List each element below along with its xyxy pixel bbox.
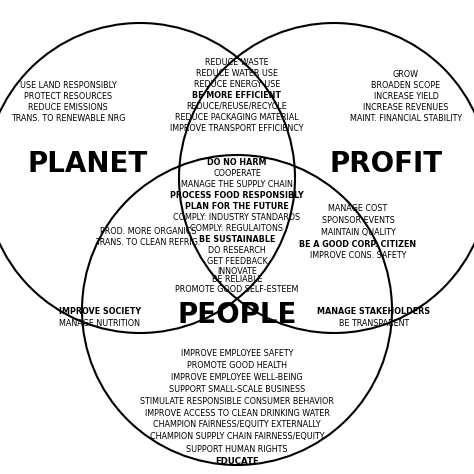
Text: REDUCE ENERGY USE: REDUCE ENERGY USE [194, 80, 280, 89]
Text: TRANS. TO RENEWABLE NRG: TRANS. TO RENEWABLE NRG [11, 113, 125, 122]
Text: DO RESEARCH: DO RESEARCH [208, 246, 266, 255]
Text: COMPLY: REGULAITONS: COMPLY: REGULAITONS [191, 224, 283, 233]
Text: PROCESS FOOD RESPONSIBLY: PROCESS FOOD RESPONSIBLY [170, 191, 304, 200]
Text: COOPERATE: COOPERATE [213, 168, 261, 177]
Text: USE LAND RESPONSIBLY: USE LAND RESPONSIBLY [19, 81, 117, 90]
Text: CHAMPION SUPPLY CHAIN FAIRNESS/EQUITY: CHAMPION SUPPLY CHAIN FAIRNESS/EQUITY [150, 432, 324, 441]
Text: PROFIT: PROFIT [329, 150, 443, 178]
Text: IMPROVE TRANSPORT EFFICIENCY: IMPROVE TRANSPORT EFFICIENCY [170, 124, 304, 133]
Text: INCREASE REVENUES: INCREASE REVENUES [363, 102, 449, 111]
Text: GROW: GROW [393, 70, 419, 79]
Text: REDUCE WASTE: REDUCE WASTE [205, 57, 269, 66]
Text: BE MORE EFFICIENT: BE MORE EFFICIENT [192, 91, 282, 100]
Text: IMPROVE EMPLOYEE SAFETY: IMPROVE EMPLOYEE SAFETY [181, 348, 293, 357]
Text: IMPROVE EMPLOYEE WELL-BEING: IMPROVE EMPLOYEE WELL-BEING [171, 373, 303, 382]
Text: COMPLY: INDUSTRY STANDARDS: COMPLY: INDUSTRY STANDARDS [173, 212, 301, 221]
Text: REDUCE/REUSE/RECYCLE: REDUCE/REUSE/RECYCLE [187, 101, 287, 110]
Text: GET FEEDBACK: GET FEEDBACK [207, 256, 267, 265]
Text: PLAN FOR THE FUTURE: PLAN FOR THE FUTURE [185, 201, 289, 210]
Text: REDUCE PACKAGING MATERIAL: REDUCE PACKAGING MATERIAL [175, 112, 299, 121]
Text: TRANS. TO CLEAN REFRIG.: TRANS. TO CLEAN REFRIG. [95, 237, 201, 246]
Text: IMPROVE ACCESS TO CLEAN DRINKING WATER: IMPROVE ACCESS TO CLEAN DRINKING WATER [145, 409, 329, 418]
Text: MANAGE COST: MANAGE COST [328, 203, 388, 212]
Text: SPONSOR EVENTS: SPONSOR EVENTS [321, 216, 394, 225]
Text: BE RELIABLE: BE RELIABLE [212, 274, 262, 283]
Text: INCREASE YIELD: INCREASE YIELD [374, 91, 438, 100]
Text: MANAGE THE SUPPLY CHAIN: MANAGE THE SUPPLY CHAIN [181, 180, 293, 189]
Text: PROTECT RESOURCES: PROTECT RESOURCES [24, 91, 112, 100]
Text: MANAGE NUTRITION: MANAGE NUTRITION [60, 319, 140, 328]
Text: REDUCE EMISSIONS: REDUCE EMISSIONS [28, 102, 108, 111]
Text: BE TRANSPARENT: BE TRANSPARENT [339, 319, 409, 328]
Text: PEOPLE: PEOPLE [177, 301, 297, 329]
Text: BROADEN SCOPE: BROADEN SCOPE [372, 81, 440, 90]
Text: REDUCE WATER USE: REDUCE WATER USE [196, 69, 278, 78]
Text: SUPPORT SMALL-SCALE BUSINESS: SUPPORT SMALL-SCALE BUSINESS [169, 384, 305, 393]
Text: DO NO HARM: DO NO HARM [207, 157, 267, 166]
Text: INNOVATE: INNOVATE [217, 267, 257, 276]
Text: MAINTAIN QUALITY: MAINTAIN QUALITY [320, 228, 395, 237]
Text: PROMOTE GOOD HEALTH: PROMOTE GOOD HEALTH [187, 361, 287, 370]
Text: EDUCATE: EDUCATE [215, 457, 259, 466]
Text: PLANET: PLANET [28, 150, 148, 178]
Text: CHAMPION FAIRNESS/EQUITY EXTERNALLY: CHAMPION FAIRNESS/EQUITY EXTERNALLY [153, 420, 321, 429]
Text: IMPROVE CONS. SAFETY: IMPROVE CONS. SAFETY [310, 252, 406, 261]
Text: MANAGE STAKEHOLDERS: MANAGE STAKEHOLDERS [318, 307, 430, 316]
Text: PROMOTE GOOD SELF-ESTEEM: PROMOTE GOOD SELF-ESTEEM [175, 285, 299, 294]
Text: IMPROVE SOCIETY: IMPROVE SOCIETY [59, 307, 141, 316]
Text: BE SUSTAINABLE: BE SUSTAINABLE [199, 235, 275, 244]
Text: SUPPORT HUMAN RIGHTS: SUPPORT HUMAN RIGHTS [186, 445, 288, 454]
Text: STIMULATE RESPONSIBLE CONSUMER BEHAVIOR: STIMULATE RESPONSIBLE CONSUMER BEHAVIOR [140, 396, 334, 405]
Text: BE A GOOD CORP. CITIZEN: BE A GOOD CORP. CITIZEN [300, 239, 417, 248]
Text: PROD. MORE ORGANICS: PROD. MORE ORGANICS [100, 227, 196, 236]
Text: MAINT. FINANCIAL STABILITY: MAINT. FINANCIAL STABILITY [350, 113, 462, 122]
